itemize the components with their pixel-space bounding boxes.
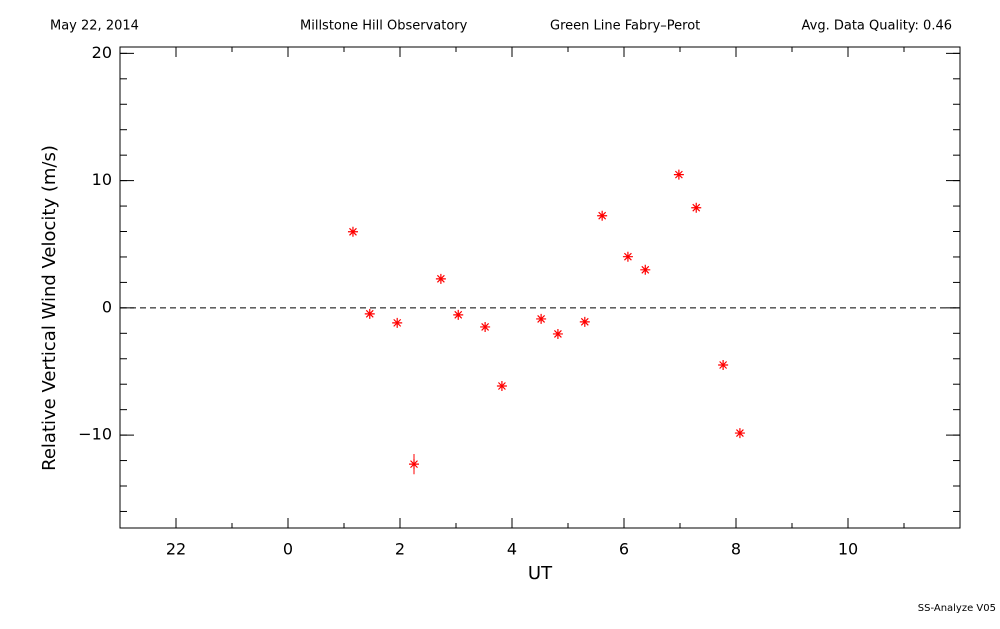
x-tick-label: 8 [731, 540, 741, 559]
data-point [579, 316, 590, 327]
y-axis-label: Relative Vertical Wind Velocity (m/s) [39, 145, 60, 471]
header-instrument: Green Line Fabry–Perot [550, 19, 700, 34]
y-tick-label: 10 [92, 170, 112, 189]
data-point [392, 317, 403, 328]
x-tick-label: 4 [507, 540, 517, 559]
header-observatory: Millstone Hill Observatory [300, 19, 468, 34]
x-tick-label: 2 [395, 540, 405, 559]
data-point [622, 251, 633, 262]
x-axis-label: UT [528, 563, 553, 584]
header-quality: Avg. Data Quality: 0.46 [802, 19, 952, 34]
data-point [496, 380, 507, 391]
data-point [480, 321, 491, 332]
data-point [435, 273, 446, 284]
data-point [640, 264, 651, 275]
data-point [552, 328, 563, 339]
data-point [673, 169, 684, 180]
y-tick-label: 0 [102, 297, 112, 316]
data-point [409, 459, 419, 470]
data-point [364, 308, 375, 319]
x-tick-label: 10 [838, 540, 858, 559]
x-tick-label: 0 [283, 540, 293, 559]
x-tick-label: 22 [166, 540, 186, 559]
data-point [734, 428, 745, 439]
footer: SS-Analyze V05 [918, 603, 996, 614]
header-date: May 22, 2014 [50, 19, 139, 34]
data-point [347, 226, 358, 237]
data-point [536, 313, 547, 324]
data-point [691, 202, 702, 213]
plot-frame [119, 46, 961, 529]
data-point [453, 309, 464, 320]
y-tick-label: −10 [78, 425, 112, 444]
data-point [597, 210, 608, 221]
y-tick-label: 20 [92, 43, 112, 62]
x-tick-label: 6 [619, 540, 629, 559]
data-point [718, 359, 729, 370]
